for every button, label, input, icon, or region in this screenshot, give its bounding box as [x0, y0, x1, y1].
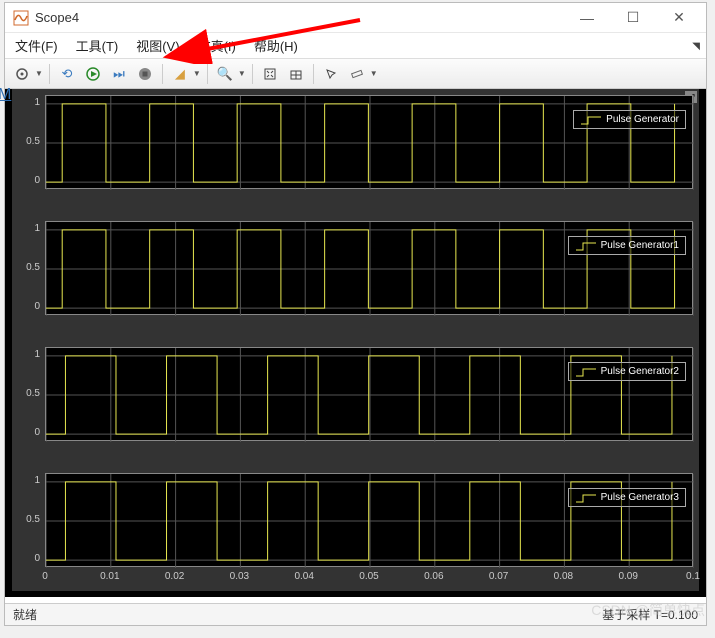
title-bar: Scope4 ― ☐ ✕	[5, 3, 706, 33]
y-tick-label: 0	[12, 175, 40, 186]
measure-icon[interactable]	[346, 63, 368, 85]
x-tick-label: 0.02	[155, 571, 195, 582]
zoom-icon[interactable]: 🔍	[214, 63, 236, 85]
scope-plot-area: ⤢ 00.51Pulse Generator00.51Pulse Generat…	[5, 89, 706, 597]
menu-view[interactable]: 视图(V)	[136, 36, 179, 55]
minimize-button[interactable]: ―	[564, 3, 610, 33]
app-icon	[13, 10, 29, 26]
x-tick-label: 0.09	[608, 571, 648, 582]
y-tick-label: 0.5	[12, 136, 40, 147]
window-title: Scope4	[35, 10, 564, 25]
gear-dropdown[interactable]: ▼	[35, 69, 43, 78]
x-tick-label: 0.08	[543, 571, 583, 582]
lock-axes-icon[interactable]	[285, 63, 307, 85]
fit-to-view-icon[interactable]	[259, 63, 281, 85]
toolbar-separator	[252, 64, 253, 84]
subplot-0: 0 0.5 1 Pulse Generator	[12, 95, 699, 211]
watermark-text: CSDN @简单快点	[591, 600, 705, 620]
legend-label: Pulse Generator2	[601, 366, 679, 377]
toolbar-separator	[313, 64, 314, 84]
y-tick-label: 0	[12, 427, 40, 438]
axes-3[interactable]: Pulse Generator3	[45, 473, 693, 567]
menu-help[interactable]: 帮助(H)	[254, 36, 298, 55]
x-tick-label: 0.06	[414, 571, 454, 582]
axes-1[interactable]: Pulse Generator1	[45, 221, 693, 315]
legend-label: Pulse Generator3	[601, 492, 679, 503]
menu-file[interactable]: 文件(F)	[15, 36, 58, 55]
zoom-dropdown[interactable]: ▼	[238, 69, 246, 78]
stop-icon[interactable]	[134, 63, 156, 85]
gear-icon[interactable]	[11, 63, 33, 85]
y-tick-label: 0	[12, 553, 40, 564]
legend-label: Pulse Generator	[606, 114, 679, 125]
toolbar: ▼ ⟲ ⏭ ◢ ▼ 🔍 ▼ ▼	[5, 59, 706, 89]
menu-tools[interactable]: 工具(T)	[76, 36, 119, 55]
x-tick-label: 0.07	[479, 571, 519, 582]
toolbar-overflow-icon[interactable]: ◥	[692, 41, 700, 52]
legend-0: Pulse Generator	[573, 110, 686, 129]
x-tick-label: 0.03	[219, 571, 259, 582]
toolbar-separator	[162, 64, 163, 84]
toolbar-separator	[49, 64, 50, 84]
axes-0[interactable]: Pulse Generator	[45, 95, 693, 189]
y-tick-label: 0	[12, 301, 40, 312]
highlight-dropdown[interactable]: ▼	[193, 69, 201, 78]
x-tick-label: 0.05	[349, 571, 389, 582]
status-ready: 就绪	[13, 606, 37, 623]
close-button[interactable]: ✕	[656, 3, 702, 33]
menu-bar: 文件(F) 工具(T) 视图(V) 仿真(I) 帮助(H)	[5, 33, 706, 59]
y-tick-label: 1	[12, 475, 40, 486]
y-tick-label: 0.5	[12, 262, 40, 273]
left-margin-letter: M	[0, 86, 11, 104]
x-tick-label: 0.1	[673, 571, 713, 582]
cursor-icon[interactable]	[320, 63, 342, 85]
subplot-2: 0 0.5 1 Pulse Generator2	[12, 347, 699, 463]
y-tick-label: 1	[12, 97, 40, 108]
maximize-button[interactable]: ☐	[610, 3, 656, 33]
toolbar-separator	[207, 64, 208, 84]
plot-panel: ⤢ 00.51Pulse Generator00.51Pulse Generat…	[12, 89, 699, 591]
axes-2[interactable]: Pulse Generator2	[45, 347, 693, 441]
rewind-icon[interactable]: ⟲	[56, 63, 78, 85]
x-tick-label: 0.01	[90, 571, 130, 582]
play-icon[interactable]	[82, 63, 104, 85]
scope-window: Scope4 ― ☐ ✕ 文件(F) 工具(T) 视图(V) 仿真(I) 帮助(…	[4, 2, 707, 626]
step-forward-icon[interactable]: ⏭	[108, 63, 130, 85]
y-tick-label: 0.5	[12, 514, 40, 525]
menu-simulation[interactable]: 仿真(I)	[198, 36, 236, 55]
x-tick-label: 0	[25, 571, 65, 582]
subplot-1: 0 0.5 1 Pulse Generator1	[12, 221, 699, 337]
y-tick-label: 1	[12, 349, 40, 360]
legend-2: Pulse Generator2	[568, 362, 686, 381]
legend-1: Pulse Generator1	[568, 236, 686, 255]
measure-dropdown[interactable]: ▼	[370, 69, 378, 78]
legend-3: Pulse Generator3	[568, 488, 686, 507]
highlight-icon[interactable]: ◢	[169, 63, 191, 85]
y-tick-label: 1	[12, 223, 40, 234]
window-buttons: ― ☐ ✕	[564, 3, 702, 33]
x-tick-label: 0.04	[284, 571, 324, 582]
y-tick-label: 0.5	[12, 388, 40, 399]
legend-label: Pulse Generator1	[601, 240, 679, 251]
